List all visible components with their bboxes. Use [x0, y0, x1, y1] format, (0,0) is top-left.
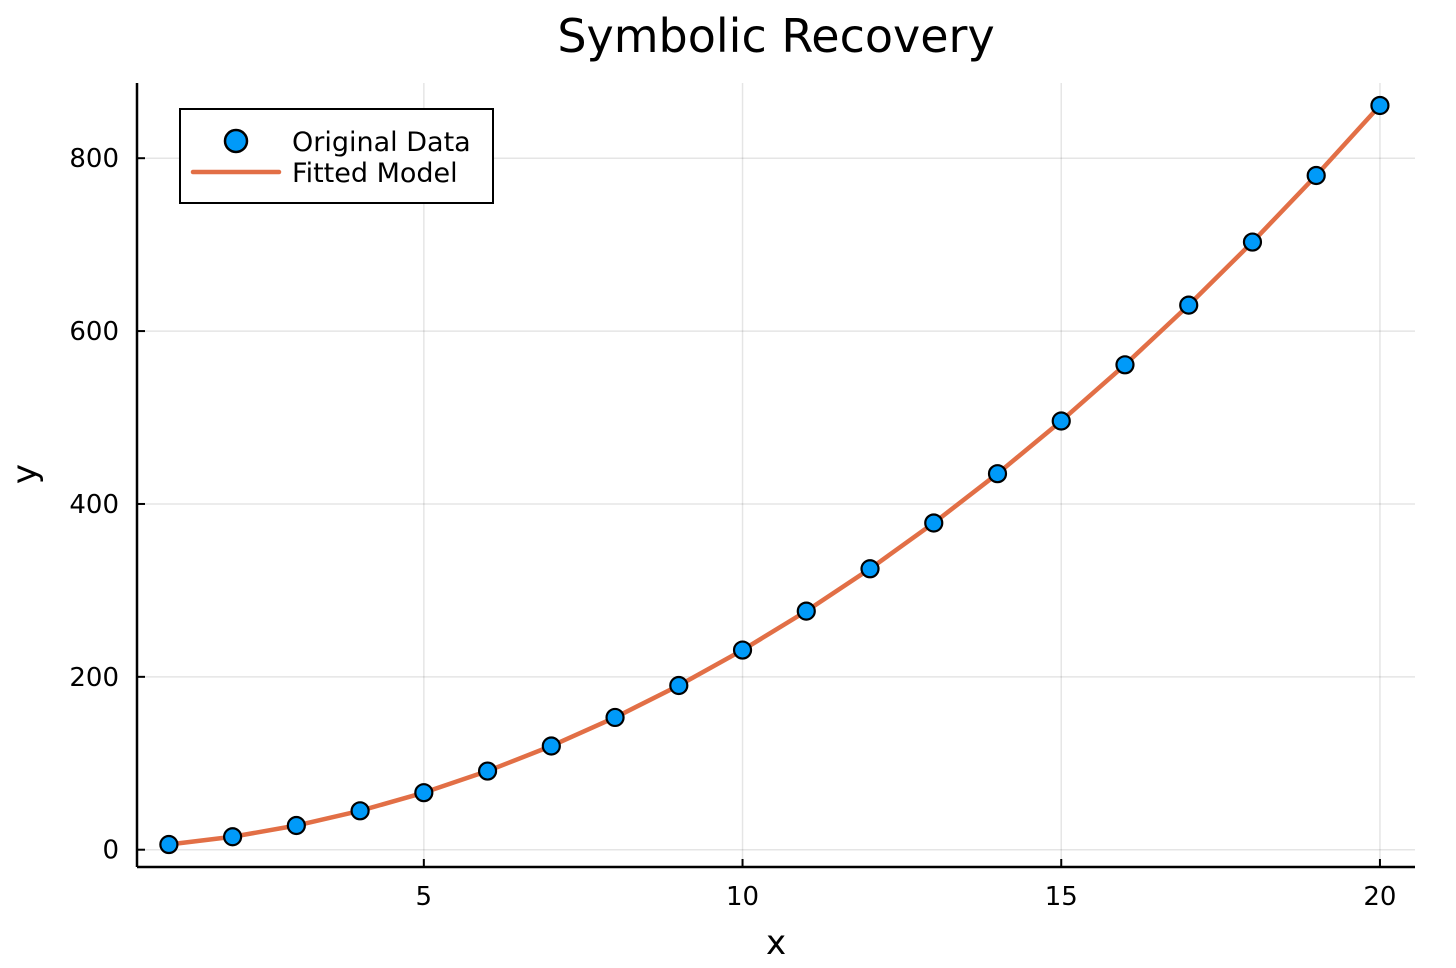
x-tick-label: 5 — [416, 882, 433, 912]
data-point — [1242, 232, 1263, 252]
grid — [137, 83, 1415, 867]
legend: Original Data Fitted Model — [179, 108, 494, 204]
data-point — [223, 827, 243, 847]
y-axis-label: y — [5, 464, 45, 484]
y-tick-label: 200 — [69, 663, 119, 693]
series-line-fitted-model — [166, 103, 1383, 847]
data-point — [924, 513, 944, 533]
data-point — [605, 707, 625, 728]
data-point — [1179, 295, 1199, 315]
data-point — [286, 815, 306, 836]
data-point — [350, 801, 370, 821]
data-point — [796, 601, 816, 621]
data-point — [541, 736, 561, 756]
legend-label-fitted-model: Fitted Model — [292, 158, 458, 189]
data-point — [987, 464, 1008, 484]
plot-area — [159, 95, 1390, 855]
data-point — [1051, 411, 1071, 431]
data-point — [414, 783, 434, 803]
data-point — [669, 675, 689, 696]
legend-box — [179, 108, 494, 204]
data-point — [159, 834, 179, 855]
data-point — [1115, 355, 1135, 375]
data-point — [732, 640, 753, 660]
data-point — [860, 559, 880, 579]
x-tick-label: 15 — [1045, 882, 1078, 912]
y-tick-label: 400 — [69, 490, 119, 520]
x-axis-label: x — [766, 923, 786, 963]
data-point — [1370, 95, 1390, 116]
legend-label-original-data: Original Data — [292, 127, 471, 158]
axes — [135, 83, 1415, 869]
y-tick-label: 0 — [102, 836, 119, 866]
x-tick-label: 10 — [726, 882, 759, 912]
y-tick-label: 800 — [69, 144, 119, 174]
data-point — [477, 761, 498, 781]
chart-title: Symbolic Recovery — [557, 9, 994, 63]
x-tick-label: 20 — [1363, 882, 1396, 912]
data-point — [1306, 165, 1326, 186]
legend-marker-original-data — [223, 128, 249, 154]
y-tick-label: 600 — [69, 317, 119, 347]
